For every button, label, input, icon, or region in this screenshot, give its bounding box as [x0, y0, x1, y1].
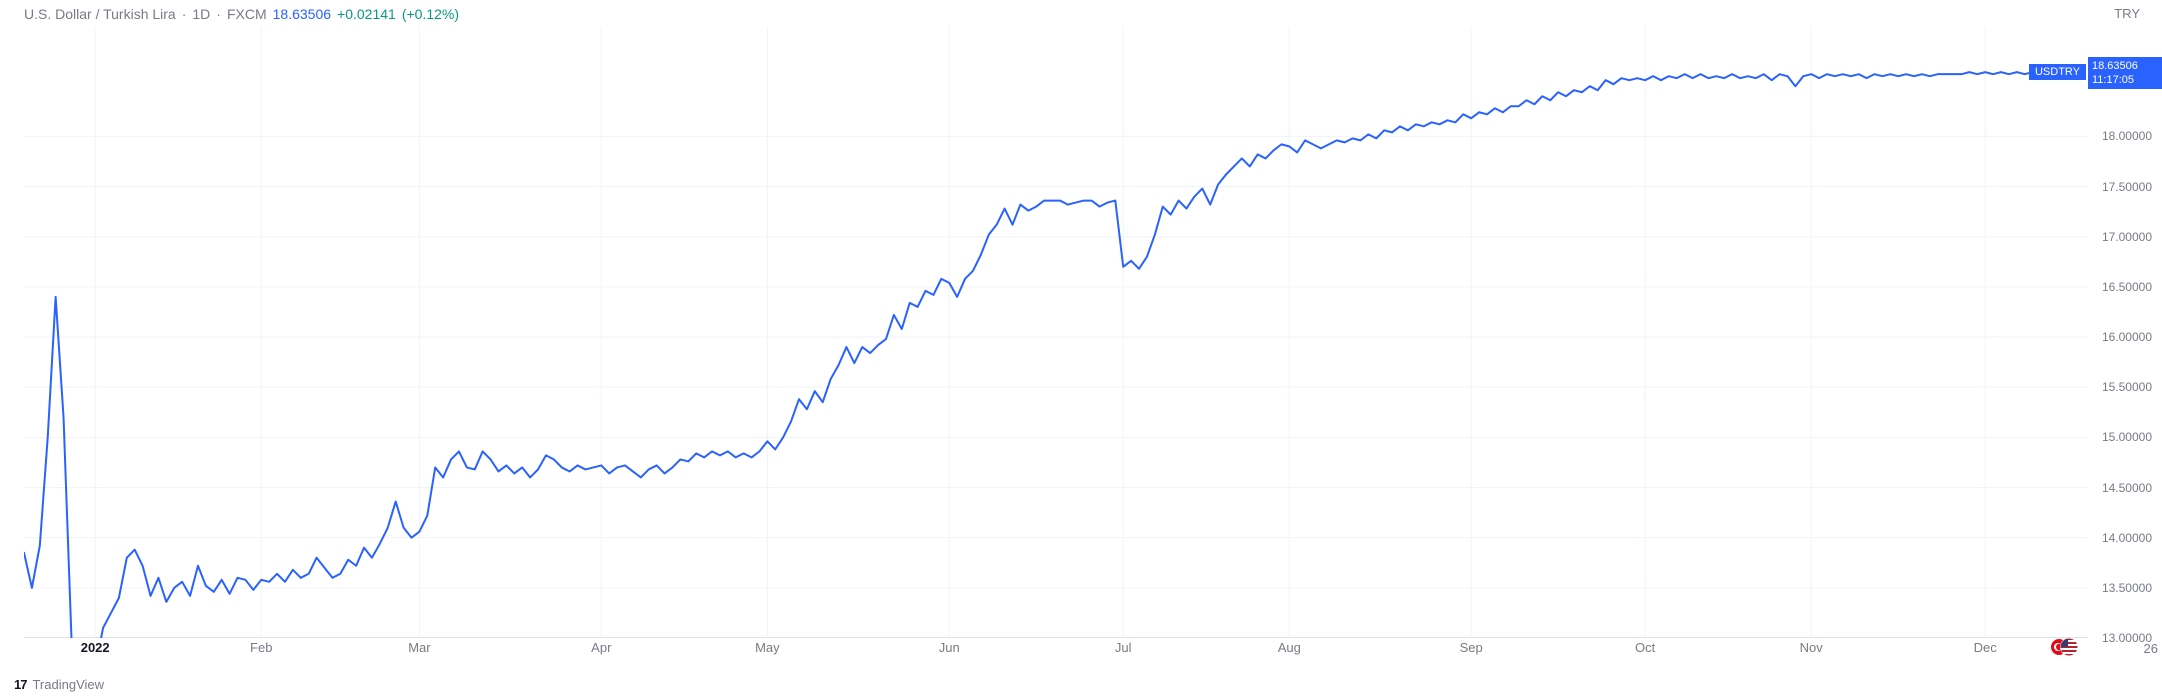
- x-tick-label: Aug: [1278, 640, 1301, 655]
- x-axis[interactable]: 2022 Feb Mar Apr May Jun Jul Aug Sep Oct Nov Dec: [24, 640, 2088, 664]
- price-tag-value: 18.63506: [2092, 59, 2158, 73]
- price-line: [24, 72, 2041, 638]
- tradingview-logo-icon: 17: [14, 677, 26, 692]
- symbol-tag[interactable]: USDTRY: [2029, 64, 2086, 80]
- chart-svg: [24, 26, 2088, 638]
- header-sep: ·: [182, 6, 187, 22]
- x-tick-label: Apr: [591, 640, 611, 655]
- chart-plot-area[interactable]: [24, 26, 2088, 638]
- pair-name[interactable]: U.S. Dollar / Turkish Lira: [24, 6, 176, 22]
- x-tick-label: Dec: [1974, 640, 1997, 655]
- y-tick-label: 14.50000: [2102, 481, 2152, 495]
- interval-label[interactable]: 1D: [192, 6, 210, 22]
- y-tick-label: 15.50000: [2102, 380, 2152, 394]
- x-tick-label: Jun: [939, 640, 960, 655]
- y-tick-label: 16.00000: [2102, 330, 2152, 344]
- price-tag[interactable]: 18.63506 11:17:05: [2088, 57, 2162, 89]
- y-tick-label: 17.00000: [2102, 230, 2152, 244]
- change-pct: (+0.12%): [402, 6, 459, 22]
- x-tick-label: Feb: [250, 640, 272, 655]
- chart-header: U.S. Dollar / Turkish Lira · 1D · FXCM 1…: [24, 6, 459, 22]
- y-tick-label: 17.50000: [2102, 180, 2152, 194]
- change-abs: +0.02141: [337, 6, 396, 22]
- x-tick-label: Oct: [1635, 640, 1655, 655]
- x-tick-label: Jul: [1115, 640, 1132, 655]
- brand-footer[interactable]: 17 TradingView: [14, 677, 104, 692]
- y-tick-label: 15.00000: [2102, 430, 2152, 444]
- y-tick-label: 13.50000: [2102, 581, 2152, 595]
- y-tick-label: 18.00000: [2102, 129, 2152, 143]
- y-tick-label: 16.50000: [2102, 280, 2152, 294]
- y-currency-label[interactable]: TRY: [2114, 6, 2140, 21]
- source-label[interactable]: FXCM: [227, 6, 267, 22]
- x-tick-label: Mar: [408, 640, 430, 655]
- chart-container: U.S. Dollar / Turkish Lira · 1D · FXCM 1…: [0, 0, 2162, 700]
- y-tick-label: 14.00000: [2102, 531, 2152, 545]
- y-axis[interactable]: 13.0000013.5000014.0000014.5000015.00000…: [2088, 26, 2162, 638]
- x-tick-label: Nov: [1800, 640, 1823, 655]
- last-price: 18.63506: [273, 6, 331, 22]
- price-tag-time: 11:17:05: [2092, 73, 2158, 87]
- brand-label: TradingView: [32, 677, 104, 692]
- header-sep: ·: [216, 6, 221, 22]
- flag-us-icon: [2060, 638, 2078, 656]
- x-tick-label: Sep: [1460, 640, 1483, 655]
- x-tick-label: May: [755, 640, 780, 655]
- currency-flag-badge[interactable]: [2050, 638, 2078, 656]
- x-tick-label: 2022: [81, 640, 110, 655]
- x-right-edge-label: 26: [2144, 641, 2158, 656]
